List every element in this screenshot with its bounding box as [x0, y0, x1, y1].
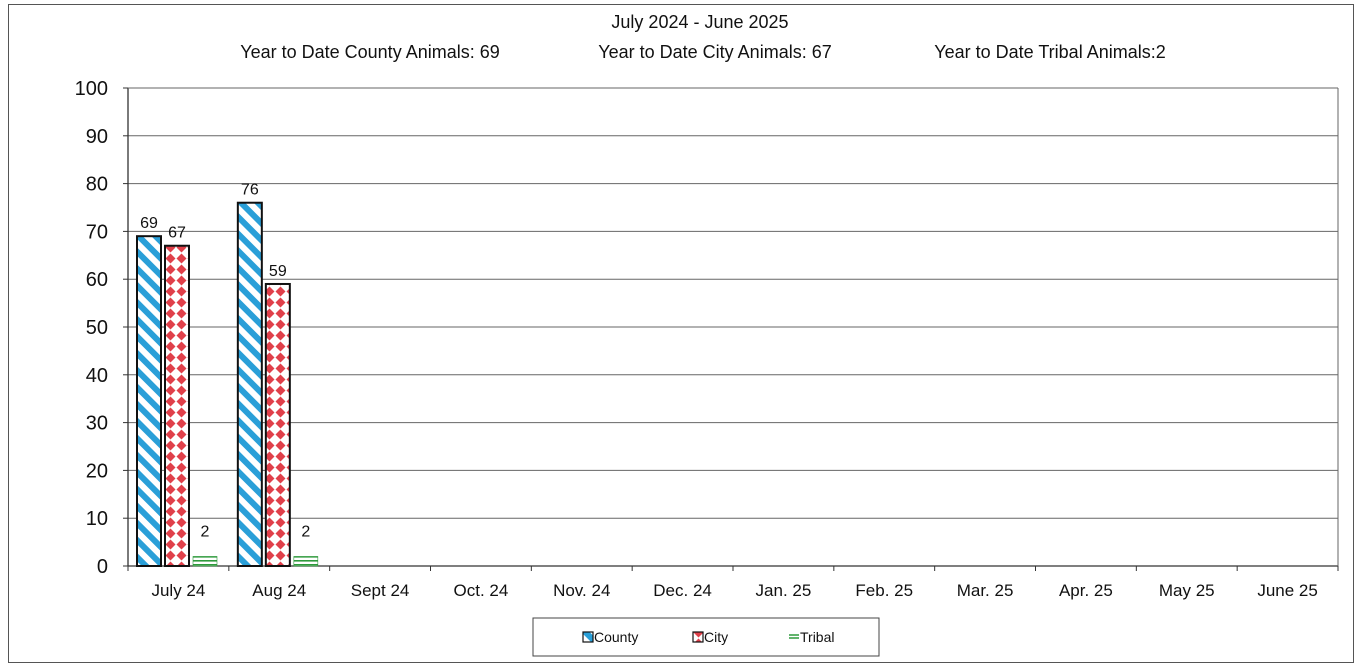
- x-tick-label-5: Dec. 24: [653, 581, 712, 600]
- bar-city-1: [264, 282, 291, 567]
- x-tick-label-11: June 25: [1257, 581, 1318, 600]
- x-tick-label-7: Feb. 25: [855, 581, 913, 600]
- subtitle-tribal: Year to Date Tribal Animals:2: [934, 42, 1165, 62]
- x-tick-labels: July 24 Aug 24 Sept 24 Oct. 24 Nov. 24 Dec. 2…: [151, 581, 1317, 600]
- x-tick-label-8: Mar. 25: [957, 581, 1014, 600]
- x-tick-label-0: July 24: [151, 581, 205, 600]
- bar-county-1: [236, 201, 263, 567]
- y-tick-label-80: 80: [86, 174, 108, 196]
- y-tick-label-50: 50: [86, 317, 108, 339]
- bars: [136, 201, 319, 568]
- y-tick-label-100: 100: [75, 78, 108, 100]
- data-label-county-0: 69: [140, 215, 158, 232]
- x-tick-label-10: May 25: [1159, 581, 1215, 600]
- bar-tribal-0: [192, 556, 218, 567]
- subtitle-city: Year to Date City Animals: 67: [598, 42, 831, 62]
- bar-city-0: [164, 244, 190, 568]
- data-label-tribal-1: 2: [301, 523, 310, 540]
- x-tick-label-6: Jan. 25: [756, 581, 812, 600]
- legend-swatch-city: [692, 631, 704, 643]
- y-tick-label-0: 0: [97, 556, 108, 578]
- chart-frame: [8, 4, 1354, 663]
- axes: [123, 87, 1339, 571]
- data-label-tribal-0: 2: [201, 523, 210, 540]
- legend-swatch-county: [582, 631, 594, 643]
- x-tick-label-9: Apr. 25: [1059, 581, 1113, 600]
- legend-label-tribal: Tribal: [800, 629, 835, 645]
- subtitle-county: Year to Date County Animals: 69: [240, 42, 500, 62]
- data-label-county-1: 76: [241, 182, 259, 199]
- y-tick-label-90: 90: [86, 126, 108, 148]
- bar-county-0: [136, 235, 162, 567]
- data-label-city-0: 67: [168, 225, 186, 242]
- y-tick-labels: 0 10 20 30 40 50 60 70 80 90 100: [75, 78, 108, 578]
- y-tick-label-60: 60: [86, 269, 108, 291]
- y-tick-label-40: 40: [86, 365, 108, 387]
- legend-label-city: City: [704, 629, 728, 645]
- y-tick-label-10: 10: [86, 508, 108, 530]
- data-labels: 69 76 67 59 2 2: [140, 182, 310, 541]
- gridlines: [128, 87, 1338, 519]
- x-tick-label-1: Aug 24: [252, 581, 306, 600]
- x-tick-label-4: Nov. 24: [553, 581, 610, 600]
- data-label-city-1: 59: [269, 263, 287, 280]
- y-tick-label-20: 20: [86, 460, 108, 482]
- chart-title: July 2024 - June 2025: [611, 12, 788, 32]
- bar-tribal-1: [293, 556, 319, 567]
- legend: County City Tribal: [532, 617, 880, 657]
- y-tick-label-30: 30: [86, 413, 108, 435]
- y-tick-label-70: 70: [86, 221, 108, 243]
- chart-title-group: July 2024 - June 2025 Year to Date Count…: [240, 12, 1165, 62]
- x-tick-label-2: Sept 24: [351, 581, 410, 600]
- x-tick-label-3: Oct. 24: [454, 581, 509, 600]
- legend-label-county: County: [594, 629, 638, 645]
